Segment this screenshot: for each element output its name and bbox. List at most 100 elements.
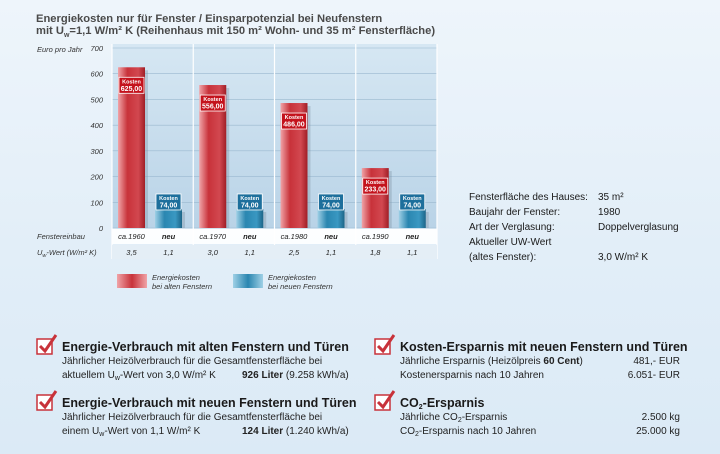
checkmark-icon	[374, 334, 396, 355]
box-old-line-2sub: w	[114, 375, 120, 382]
box-new-line-2b: -Wert von 1,1 W/m² K	[104, 426, 201, 437]
box-cost-line-2: Kostenersparnis nach 10 Jahren 6.051- EU…	[400, 370, 680, 381]
row-label-uw: Uw-Wert (W/m² K)	[37, 248, 97, 259]
box-cost-value-2: 6.051- EUR	[627, 370, 680, 381]
box-new-value: 124 Liter	[242, 426, 284, 437]
cost-badge-label: Kosten	[285, 115, 304, 121]
info-value: 35 m²	[598, 192, 624, 203]
box-co2-savings: CO2-Ersparnis Jährliche CO2-Ersparnis 2.…	[374, 390, 694, 442]
box-old-windows: Energie-Verbrauch mit alten Fenstern und…	[36, 334, 366, 386]
box-new-windows: Energie-Verbrauch mit neuen Fenstern und…	[36, 390, 366, 442]
box-co2-heading-sub: 2	[418, 404, 423, 411]
bar-new-ca.1990	[398, 208, 426, 228]
uw-value-old: 3,0	[208, 248, 219, 257]
info-label: (altes Fenster):	[469, 252, 537, 263]
cost-badge-old	[118, 76, 145, 94]
y-tick-label: 500	[90, 95, 103, 104]
cost-badge-label: Kosten	[122, 79, 141, 85]
cost-badge-new	[236, 193, 263, 211]
bar-chart: Euro pro Jahr 0 100 200 300 400 500 600 700 Fens…	[37, 44, 438, 291]
year-label-new: neu	[324, 232, 338, 241]
bar-new-ca.1980	[317, 208, 345, 228]
bar-new-ca.1970	[236, 208, 264, 228]
box-new-heading: Energie-Verbrauch mit neuen Fenstern und…	[62, 396, 357, 410]
y-tick-label: 600	[90, 70, 103, 79]
cost-badge-label: Kosten	[403, 196, 422, 202]
uw-value-new: 1,1	[163, 248, 173, 257]
cost-badge-label: Kosten	[322, 196, 341, 202]
y-tick-label: 400	[90, 121, 103, 130]
y-tick-label: 0	[99, 224, 104, 233]
cost-badge-value: 486,00	[283, 122, 305, 129]
box-cost-price: 60 Cent	[543, 356, 580, 367]
uw-value-new: 1,1	[326, 248, 336, 257]
info-value: 3,0 W/m² K	[598, 252, 649, 263]
box-new-line-2sub: w	[99, 431, 105, 438]
info-label: Art der Verglasung:	[469, 222, 555, 233]
cost-badge-value: 556,00	[202, 104, 224, 111]
cost-badge-value: 625,00	[121, 86, 143, 93]
cost-badge-value: 74,00	[160, 202, 178, 209]
cost-badge-label: Kosten	[159, 196, 178, 202]
checkmark-icon	[374, 390, 396, 411]
uw-value-new: 1,1	[245, 248, 255, 257]
cost-badge-label: Kosten	[366, 180, 385, 186]
info-value: Doppelverglasung	[598, 222, 679, 233]
cost-badge-label: Kosten	[240, 196, 259, 202]
plot-area: 0 100 200 300 400 500 600 700 Fenstereinbau Uw-We…	[37, 44, 438, 259]
checkmark-icon	[36, 334, 58, 355]
box-old-line-2a: aktuellem U	[62, 370, 115, 381]
uw-value-old: 2,5	[288, 248, 300, 257]
box-co2-value-2: 25.000 kg	[636, 426, 680, 437]
box-co2-line-2: CO2-Ersparnis nach 10 Jahren 25.000 kg	[400, 426, 680, 438]
legend-label: Energiekosten	[152, 273, 200, 282]
box-co2-line-2sub: 2	[415, 431, 419, 438]
uw-value-new: 1,1	[407, 248, 417, 257]
info-value: 1980	[598, 207, 621, 218]
legend-label: bei alten Fenstern	[152, 282, 212, 291]
cost-badge-new	[318, 193, 344, 211]
legend-swatch	[117, 274, 147, 288]
box-co2-line-2b: -Ersparnis nach 10 Jahren	[418, 426, 537, 437]
info-label: Baujahr der Fenster:	[469, 207, 561, 218]
y-tick-label: 200	[89, 173, 103, 182]
cost-badge-value: 74,00	[241, 202, 259, 209]
box-old-line-1: Jährlicher Heizölverbrauch für die Gesam…	[62, 356, 323, 367]
bar-new-ca.1960	[155, 208, 182, 228]
box-co2-heading-a: CO	[400, 396, 419, 410]
box-old-value: 926 Liter	[242, 370, 284, 381]
box-new-line-2: einem Uw-Wert von 1,1 W/m² K 124 Liter (…	[62, 426, 366, 438]
bar-old-ca.1990	[361, 168, 389, 228]
title-line-2: mit Uw=1,1 W/m² K (Reihenhaus mit 150 m²…	[36, 25, 436, 40]
box-co2-heading-b: -Ersparnis	[422, 396, 485, 410]
year-label: ca.1960	[118, 232, 146, 241]
cost-badge-value: 74,00	[322, 202, 340, 209]
box-cost-line-1c: )	[579, 356, 583, 367]
year-label: ca.1980	[281, 232, 309, 241]
box-co2-value-1: 2.500 kg	[641, 412, 680, 423]
box-co2-line-2a: CO	[400, 426, 415, 437]
year-label: ca.1970	[199, 232, 227, 241]
box-cost-heading: Kosten-Ersparnis mit neuen Fenstern und …	[400, 340, 688, 354]
box-co2-line-1a: Jährliche CO	[400, 412, 458, 423]
info-label: Fensterfläche des Hauses:	[469, 192, 588, 203]
title-line-1: Energiekosten nur für Fenster / Einsparp…	[36, 13, 383, 25]
cost-badge-old	[281, 112, 307, 130]
year-label: ca.1990	[362, 232, 390, 241]
year-label-new: neu	[243, 232, 257, 241]
uw-value-old: 3,5	[126, 248, 137, 257]
box-co2-heading: CO2-Ersparnis	[400, 396, 485, 411]
row-band-uw	[112, 245, 437, 259]
cost-badge-value: 233,00	[365, 187, 387, 194]
cost-badge-new	[155, 193, 182, 211]
box-cost-savings: Kosten-Ersparnis mit neuen Fenstern und …	[374, 334, 694, 386]
box-co2-line-1sub: 2	[457, 417, 462, 424]
box-cost-line-1: Jährliche Ersparnis (Heizölpreis 60 Cent…	[400, 356, 680, 367]
y-axis-label: Euro pro Jahr	[37, 45, 83, 54]
box-old-heading: Energie-Verbrauch mit alten Fenstern und…	[62, 340, 349, 354]
checkmark-icon	[36, 390, 58, 411]
chart-title: Energiekosten nur für Fenster / Einsparp…	[36, 13, 596, 42]
cost-badge-new	[399, 193, 426, 211]
uw-value-old: 1,8	[370, 248, 381, 257]
